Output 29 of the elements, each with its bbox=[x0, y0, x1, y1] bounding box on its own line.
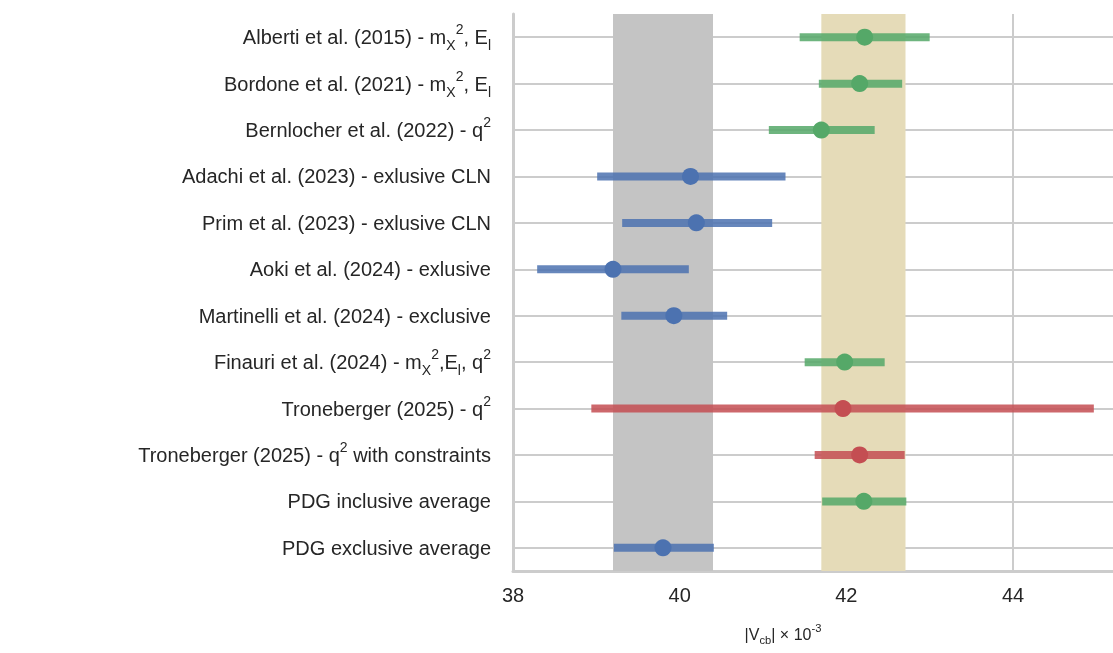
y-tick-label: PDG inclusive average bbox=[287, 490, 491, 513]
y-tick-label: Troneberger (2025) - q$^{2}$ with constraints bbox=[138, 438, 491, 466]
x-tick-label: 38 bbox=[501, 584, 525, 606]
x-tick-label: 42 bbox=[835, 584, 858, 606]
point bbox=[855, 492, 873, 510]
y-tick-label: Martinelli et al. (2024) - exclusive bbox=[198, 304, 491, 327]
y-tick-label: Adachi et al. (2023) - exlusive CLN bbox=[181, 165, 491, 188]
point bbox=[851, 75, 869, 93]
point bbox=[834, 400, 852, 418]
point bbox=[604, 260, 622, 278]
y-tick-label: Bernlocher et al. (2022) - q$^{2}$ bbox=[245, 114, 492, 142]
point bbox=[682, 167, 699, 185]
y-tick-label: Troneberger (2025) - q$^{2}$ bbox=[281, 392, 492, 420]
point bbox=[654, 539, 672, 557]
y-tick-label: Aoki et al. (2024) - exlusive bbox=[249, 258, 491, 281]
point bbox=[836, 353, 854, 371]
x-axis-title: |V$_{cb}$| × 10$^{-3}$ bbox=[744, 622, 822, 646]
point bbox=[687, 214, 705, 232]
point bbox=[856, 28, 874, 46]
y-tick-label: Prim et al. (2023) - exlusive CLN bbox=[202, 211, 491, 234]
x-tick-label: 44 bbox=[1001, 584, 1025, 606]
x-tick-label: 40 bbox=[668, 584, 691, 606]
y-tick-label: Alberti et al. (2015) - m$_{X}$$^{2}$, E$_{l}$ bbox=[242, 21, 491, 54]
y-tick-label: PDG exclusive average bbox=[282, 536, 491, 559]
y-tick-label: Bordone et al. (2021) - m$_{X}$$^{2}$, E$_{l}$ bbox=[223, 67, 491, 100]
y-tick-label: Finauri et al. (2024) - m$_{X}$$^{2}$,E$_{l}$, q$^{2}$ bbox=[213, 346, 492, 379]
point bbox=[665, 307, 683, 325]
point bbox=[812, 121, 830, 139]
point bbox=[851, 446, 869, 464]
